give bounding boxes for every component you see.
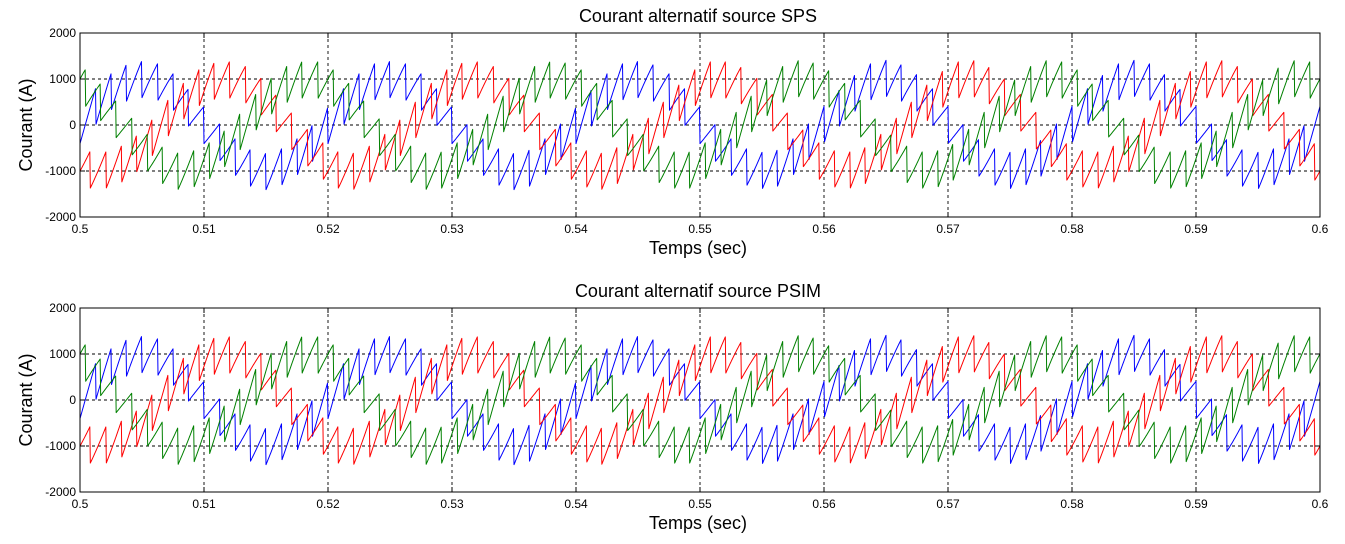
phase-c-trace (79, 335, 1321, 465)
x-tick-label: 0.59 (1184, 222, 1208, 236)
y-tick-label: -2000 (45, 210, 76, 224)
phase-b-trace (79, 335, 1321, 465)
phase-a-trace (79, 334, 1321, 466)
chart-title: Courant alternatif source PSIM (575, 281, 821, 301)
y-tick-label: 1000 (49, 72, 76, 86)
y-ticks: -2000 -1000 0 1000 2000 (45, 26, 1320, 224)
x-tick-label: 0.53 (440, 497, 464, 511)
x-tick-label: 0.51 (192, 222, 216, 236)
y-tick-label: 0 (69, 393, 76, 407)
phase-a-trace (79, 59, 1321, 191)
y-axis-label: Courant (A) (16, 353, 36, 446)
x-tick-label: 0.6 (1312, 222, 1329, 236)
traces (79, 59, 1321, 191)
x-tick-label: 0.55 (688, 497, 712, 511)
chart-title: Courant alternatif source SPS (579, 6, 817, 26)
y-tick-label: 2000 (49, 26, 76, 40)
y-tick-label: -1000 (45, 439, 76, 453)
x-tick-label: 0.56 (812, 497, 836, 511)
chart-psim: Courant alternatif source PSIM 0.5 0.51 0.… (16, 281, 1329, 533)
x-axis-label: Temps (sec) (649, 513, 747, 533)
traces (79, 334, 1321, 466)
x-tick-label: 0.54 (564, 497, 588, 511)
chart-sps: Courant alternatif source SPS 0.5 0.51 0.5… (16, 6, 1329, 258)
x-tick-label: 0.57 (936, 497, 960, 511)
y-tick-label: -2000 (45, 485, 76, 499)
x-tick-label: 0.53 (440, 222, 464, 236)
x-tick-label: 0.54 (564, 222, 588, 236)
phase-b-trace (79, 60, 1321, 190)
x-tick-label: 0.5 (72, 497, 89, 511)
x-axis-label: Temps (sec) (649, 238, 747, 258)
x-tick-label: 0.59 (1184, 497, 1208, 511)
x-tick-label: 0.57 (936, 222, 960, 236)
y-tick-label: 2000 (49, 301, 76, 315)
y-tick-label: 1000 (49, 347, 76, 361)
y-tick-label: -1000 (45, 164, 76, 178)
x-ticks: 0.5 0.51 0.52 0.53 0.54 0.55 0.56 0.57 0.58 0.59 0… (72, 308, 1329, 511)
x-tick-label: 0.52 (316, 497, 340, 511)
x-tick-label: 0.58 (1060, 222, 1084, 236)
y-tick-label: 0 (69, 118, 76, 132)
x-tick-label: 0.5 (72, 222, 89, 236)
x-tick-label: 0.58 (1060, 497, 1084, 511)
y-axis-label: Courant (A) (16, 78, 36, 171)
y-ticks: -2000 -1000 0 1000 2000 (45, 301, 1320, 499)
phase-c-trace (79, 60, 1321, 190)
x-ticks: 0.5 0.51 0.52 0.53 0.54 0.55 0.56 0.57 0.58 0.59 0… (72, 33, 1329, 236)
x-tick-label: 0.52 (316, 222, 340, 236)
x-tick-label: 0.51 (192, 497, 216, 511)
x-tick-label: 0.55 (688, 222, 712, 236)
x-tick-label: 0.6 (1312, 497, 1329, 511)
x-tick-label: 0.56 (812, 222, 836, 236)
